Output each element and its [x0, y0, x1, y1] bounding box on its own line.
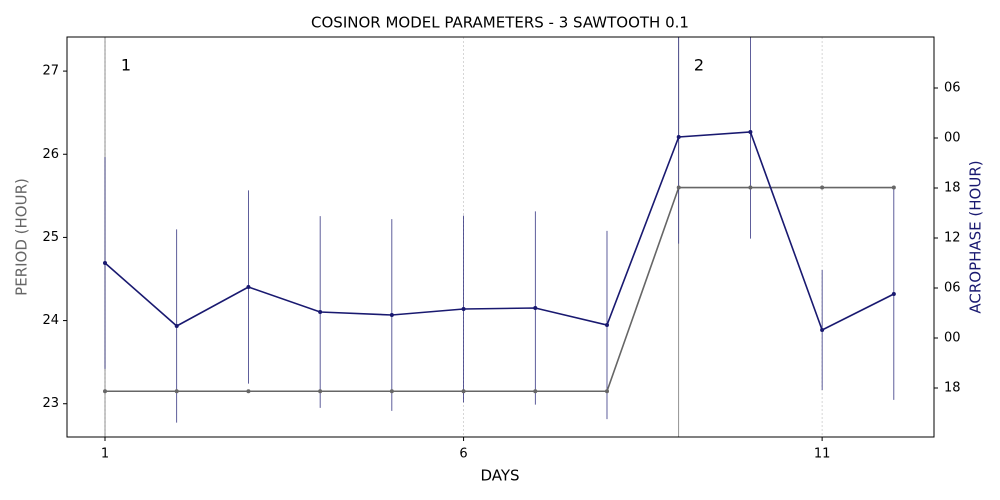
marker	[676, 135, 681, 139]
y2-tick-label: 18	[944, 381, 961, 396]
marker	[174, 324, 179, 328]
marker	[748, 130, 753, 134]
y2-tick-label: 06	[944, 81, 961, 96]
y-tick-label: 25	[42, 230, 59, 245]
x-axis-label: DAYS	[480, 467, 519, 485]
marker	[461, 389, 466, 394]
annotation: 2	[694, 56, 704, 75]
marker	[604, 389, 609, 394]
y2-tick-label: 00	[944, 331, 961, 346]
y2-axis-label: ACROPHASE (HOUR)	[967, 160, 985, 313]
marker	[246, 389, 251, 394]
marker	[533, 306, 538, 310]
marker	[174, 389, 179, 394]
marker	[820, 185, 825, 190]
y-tick-label: 24	[42, 313, 59, 328]
x-tick-label: 6	[459, 447, 467, 462]
marker	[676, 185, 681, 190]
marker	[389, 313, 394, 317]
marker	[748, 185, 753, 190]
marker	[246, 285, 251, 289]
marker	[891, 292, 896, 296]
line	[105, 186, 894, 393]
y-axis-label: PERIOD (HOUR)	[13, 178, 31, 296]
marker	[318, 310, 323, 314]
line	[104, 131, 895, 332]
marker	[389, 389, 394, 394]
marker	[103, 389, 108, 394]
y-tick-label: 23	[42, 396, 59, 411]
y-tick-label: 26	[42, 147, 59, 162]
marker	[461, 307, 466, 311]
x-tick-label: 1	[101, 447, 109, 462]
y2-tick-label: 00	[944, 131, 961, 146]
y2-tick-label: 12	[944, 231, 961, 246]
annotation: 1	[121, 56, 131, 75]
x-tick-label: 11	[814, 447, 831, 462]
marker	[103, 261, 108, 265]
chart-title: COSINOR MODEL PARAMETERS - 3 SAWTOOTH 0.…	[311, 14, 689, 32]
marker	[820, 328, 825, 332]
marker	[318, 389, 323, 394]
y2-tick-label: 06	[944, 281, 961, 296]
y-tick-label: 27	[42, 64, 59, 79]
plot-frame	[66, 36, 935, 438]
marker	[891, 185, 896, 190]
marker	[533, 389, 538, 394]
y2-tick-label: 18	[944, 181, 961, 196]
marker	[604, 323, 609, 327]
